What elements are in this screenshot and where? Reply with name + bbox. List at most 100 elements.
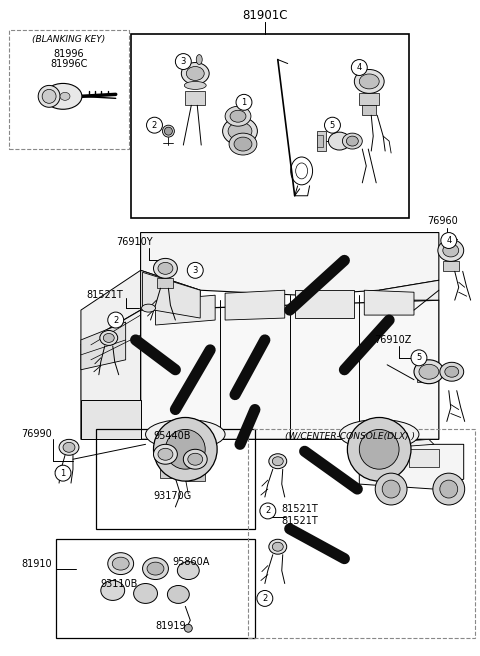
Ellipse shape	[181, 62, 209, 85]
Ellipse shape	[184, 625, 192, 632]
Polygon shape	[81, 310, 141, 440]
Circle shape	[440, 480, 458, 498]
Ellipse shape	[60, 92, 70, 100]
Text: (W/CENTER-CONSOLE(DLX) ): (W/CENTER-CONSOLE(DLX) )	[285, 432, 415, 441]
Text: 76990: 76990	[21, 430, 52, 440]
Text: 4: 4	[357, 63, 362, 72]
Ellipse shape	[347, 136, 358, 146]
Text: 76960: 76960	[427, 216, 457, 226]
Bar	[360, 93, 379, 106]
Ellipse shape	[178, 562, 199, 579]
Ellipse shape	[296, 163, 308, 179]
Ellipse shape	[443, 244, 459, 257]
Text: 76910Z: 76910Z	[374, 335, 411, 345]
Polygon shape	[81, 270, 141, 345]
Ellipse shape	[162, 125, 174, 137]
Ellipse shape	[234, 137, 252, 151]
Circle shape	[260, 503, 276, 519]
Ellipse shape	[142, 304, 156, 312]
Ellipse shape	[154, 258, 178, 278]
Ellipse shape	[269, 454, 287, 468]
Text: 76910Y: 76910Y	[116, 237, 152, 247]
Ellipse shape	[228, 122, 252, 140]
Ellipse shape	[108, 553, 133, 575]
Bar	[96, 430, 255, 529]
Polygon shape	[81, 400, 141, 440]
Circle shape	[187, 262, 203, 278]
Polygon shape	[409, 449, 439, 467]
Ellipse shape	[196, 54, 202, 64]
Ellipse shape	[230, 110, 246, 122]
Circle shape	[257, 590, 273, 606]
Ellipse shape	[328, 132, 350, 150]
Ellipse shape	[229, 133, 257, 155]
Polygon shape	[81, 322, 126, 370]
Circle shape	[324, 117, 340, 133]
Text: 81901C: 81901C	[242, 9, 288, 22]
Bar	[131, 33, 409, 218]
Text: 81521T: 81521T	[86, 290, 123, 300]
Ellipse shape	[103, 333, 114, 342]
Ellipse shape	[100, 331, 118, 346]
Circle shape	[433, 473, 465, 505]
Ellipse shape	[147, 562, 164, 575]
Text: 81521T: 81521T	[282, 504, 319, 514]
Circle shape	[175, 54, 192, 70]
Circle shape	[360, 430, 399, 469]
Polygon shape	[369, 449, 404, 469]
Ellipse shape	[360, 74, 379, 89]
Bar	[316, 135, 323, 147]
Polygon shape	[141, 233, 439, 295]
Bar	[443, 261, 459, 272]
Text: 5: 5	[416, 354, 421, 362]
Circle shape	[348, 417, 411, 481]
Ellipse shape	[269, 539, 287, 554]
Circle shape	[351, 60, 367, 75]
Text: 95860A: 95860A	[172, 557, 210, 567]
Text: (BLANKING KEY): (BLANKING KEY)	[32, 35, 106, 44]
Text: 93170G: 93170G	[154, 491, 192, 501]
Bar	[160, 464, 180, 478]
Circle shape	[375, 473, 407, 505]
Polygon shape	[156, 295, 215, 325]
Bar	[9, 30, 129, 149]
Ellipse shape	[223, 117, 257, 145]
Circle shape	[236, 94, 252, 110]
Polygon shape	[364, 440, 434, 449]
Bar	[316, 131, 326, 151]
Polygon shape	[295, 290, 354, 318]
Bar	[185, 467, 205, 481]
Bar	[56, 539, 255, 638]
Ellipse shape	[112, 557, 129, 570]
Ellipse shape	[438, 239, 464, 261]
Ellipse shape	[342, 133, 362, 149]
Text: 93110B: 93110B	[101, 579, 138, 588]
Ellipse shape	[44, 83, 82, 110]
Circle shape	[411, 350, 427, 366]
Text: 81996C: 81996C	[50, 58, 88, 68]
Ellipse shape	[168, 586, 189, 604]
Ellipse shape	[419, 364, 439, 379]
Text: 4: 4	[446, 236, 451, 245]
Polygon shape	[141, 300, 439, 440]
Text: 1: 1	[241, 98, 247, 107]
Ellipse shape	[38, 85, 60, 108]
Text: 81919: 81919	[155, 621, 186, 631]
Polygon shape	[225, 290, 285, 320]
Ellipse shape	[183, 449, 207, 469]
Text: 2: 2	[265, 506, 270, 516]
Ellipse shape	[272, 457, 283, 466]
Ellipse shape	[272, 543, 283, 551]
Ellipse shape	[225, 106, 251, 126]
Text: 2: 2	[152, 121, 157, 130]
Ellipse shape	[184, 81, 206, 89]
Ellipse shape	[339, 419, 419, 449]
Circle shape	[55, 465, 71, 481]
Ellipse shape	[63, 442, 75, 452]
Ellipse shape	[188, 453, 203, 465]
Text: 81910: 81910	[21, 559, 52, 569]
Ellipse shape	[186, 66, 204, 81]
Circle shape	[154, 417, 217, 481]
Polygon shape	[143, 272, 200, 318]
Circle shape	[166, 430, 205, 469]
